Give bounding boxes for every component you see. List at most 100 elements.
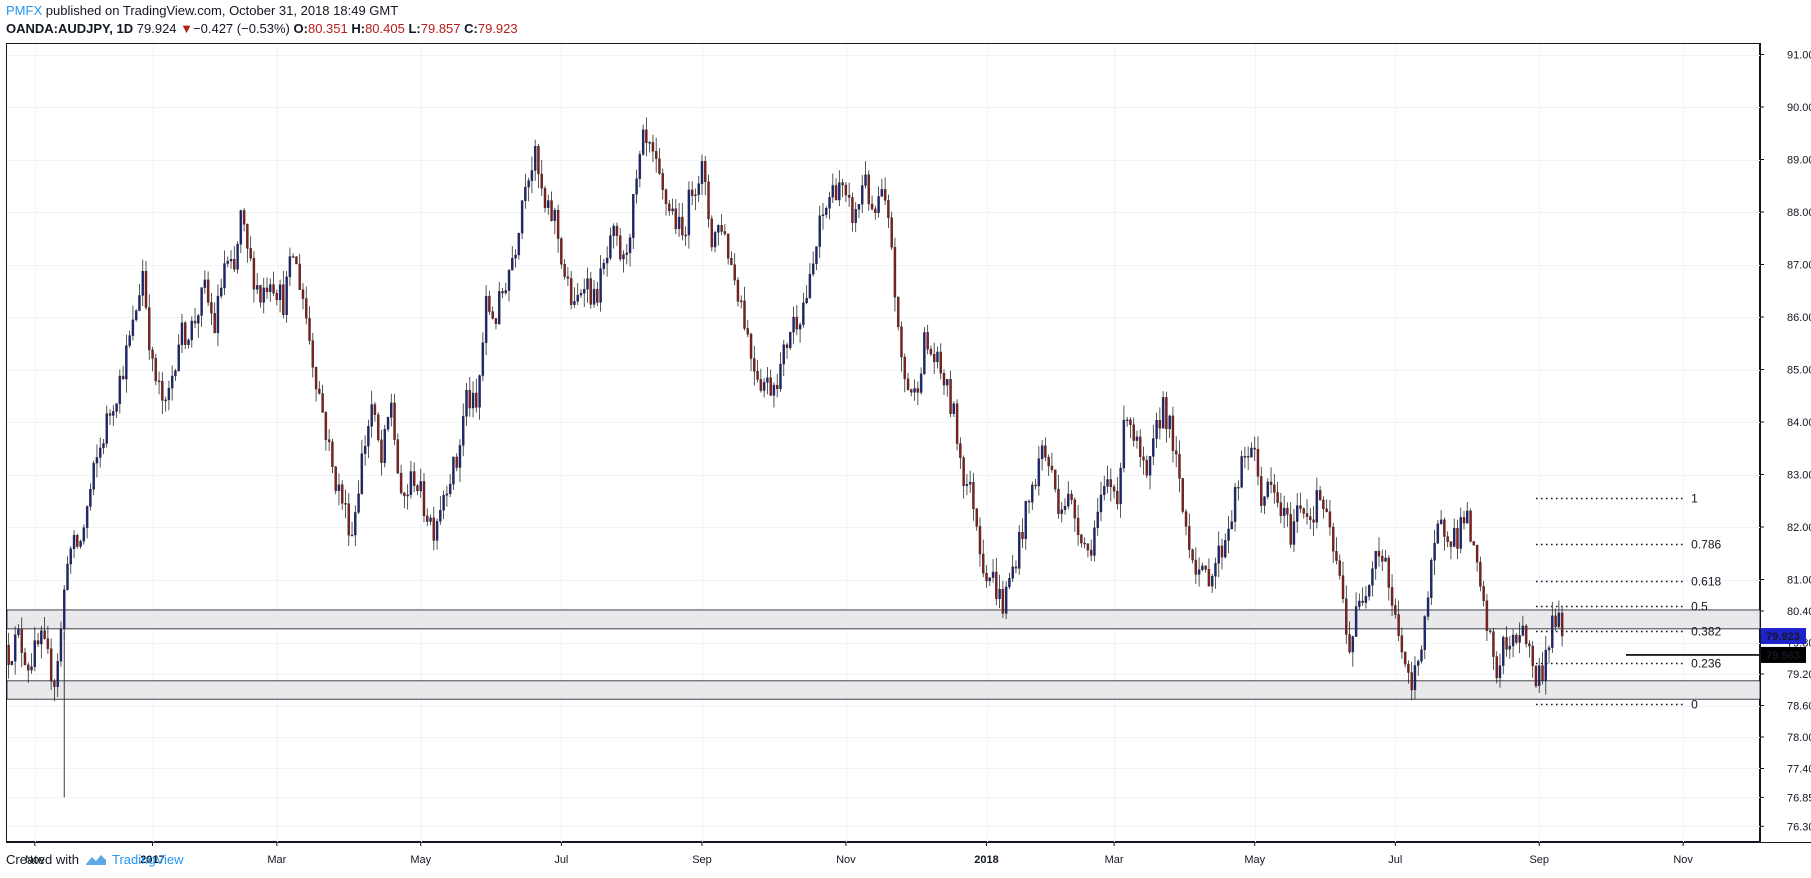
candle-body xyxy=(43,630,46,639)
candle-body xyxy=(985,573,988,582)
candle-body xyxy=(1452,528,1456,547)
last-price: 79.924 xyxy=(136,21,177,36)
candle-body xyxy=(1426,597,1430,617)
candle-body xyxy=(125,345,128,380)
candle-body xyxy=(671,208,674,212)
candle-body xyxy=(704,161,707,182)
candle-body xyxy=(1377,550,1381,557)
time-tick-label: May xyxy=(410,854,431,866)
candle-body xyxy=(1394,605,1397,615)
candle-body xyxy=(785,344,789,348)
price-tick-label: 77.400 xyxy=(1787,764,1811,776)
candle-body xyxy=(1089,549,1093,556)
candle-body xyxy=(1266,481,1270,497)
line-price-tag-bg xyxy=(1761,646,1806,663)
candle-body xyxy=(798,324,802,330)
candle-body xyxy=(720,225,723,232)
candle-body xyxy=(1502,637,1505,666)
fib-level-label: 0.618 xyxy=(1691,575,1721,589)
candle-body xyxy=(301,289,305,299)
candle-body xyxy=(1230,521,1234,530)
candle-body xyxy=(1116,490,1119,505)
price-axis[interactable]: 91.000 90.000 89.000 88.000 87.000 86.000 85.0… xyxy=(1760,50,1811,834)
candle-body xyxy=(834,185,838,201)
fibonacci-retracement[interactable]: 1 0.786 0.618 0.5 0.382 0.236 0 xyxy=(1535,492,1722,712)
candle-body xyxy=(805,297,808,304)
candle-body xyxy=(998,589,1001,599)
candle-body xyxy=(589,278,593,305)
candle-body xyxy=(1390,587,1394,606)
candle-body xyxy=(511,257,514,271)
candle-body xyxy=(311,340,315,368)
candle-body xyxy=(249,248,252,259)
candle-body xyxy=(216,295,220,334)
candlesticks xyxy=(7,117,1564,798)
candle-body xyxy=(861,185,864,205)
candle-body xyxy=(710,218,714,248)
candle-body xyxy=(1518,635,1521,643)
candle-body xyxy=(831,185,835,198)
time-axis[interactable]: Nov 2017 Mar May Jul Sep Nov 2018 Mar May Jul Sep No… xyxy=(25,842,1693,866)
candle-body xyxy=(661,173,664,190)
candle-body xyxy=(105,413,108,444)
candle-body xyxy=(1057,488,1060,514)
candle-body xyxy=(1073,499,1077,519)
candle-body xyxy=(903,356,906,380)
candle-body xyxy=(1407,663,1410,673)
candle-body xyxy=(1099,494,1103,513)
price-tick-label: 87.000 xyxy=(1787,260,1811,272)
candle-body xyxy=(1433,542,1436,561)
candle-body xyxy=(13,634,17,662)
candle-body xyxy=(376,414,380,441)
candle-body xyxy=(341,484,344,504)
candle-body xyxy=(517,232,521,256)
candle-body xyxy=(213,313,216,334)
low-label: L: xyxy=(408,21,421,36)
candle-body xyxy=(645,129,648,144)
candle-body xyxy=(524,186,527,201)
candle-body xyxy=(638,154,642,179)
candle-body xyxy=(501,291,504,294)
candle-body xyxy=(1547,647,1551,651)
candle-body xyxy=(775,384,779,390)
tradingview-link[interactable]: TradingView xyxy=(85,852,184,867)
candle-body xyxy=(383,429,386,463)
candle-body xyxy=(900,326,903,358)
candle-body xyxy=(350,534,354,537)
candle-body xyxy=(1361,600,1364,603)
candle-body xyxy=(1305,513,1309,517)
candle-body xyxy=(108,413,112,416)
candle-body xyxy=(988,577,992,582)
candle-body xyxy=(1233,487,1237,522)
candle-body xyxy=(1443,519,1446,537)
candle-body xyxy=(432,517,436,541)
candle-body xyxy=(844,184,848,196)
candle-body xyxy=(363,445,367,454)
candle-body xyxy=(547,200,550,208)
candle-body xyxy=(1080,534,1083,544)
candle-body xyxy=(540,173,543,189)
candle-body xyxy=(265,287,269,293)
candle-body xyxy=(118,375,122,404)
fib-level-label: 0.382 xyxy=(1691,625,1721,639)
candle-body xyxy=(1210,576,1214,587)
candle-body xyxy=(893,247,897,298)
candle-body xyxy=(975,508,978,527)
candle-body xyxy=(658,158,661,174)
candle-body xyxy=(615,225,619,236)
candle-body xyxy=(76,535,79,547)
fib-level-label: 0.5 xyxy=(1691,600,1708,614)
candle-body xyxy=(740,300,743,303)
candle-body xyxy=(1093,527,1096,556)
candle-body xyxy=(462,415,465,446)
candle-body xyxy=(220,287,223,297)
open-value: 80.351 xyxy=(307,21,348,36)
candle-body xyxy=(543,188,547,208)
candle-body xyxy=(952,403,956,414)
candle-body xyxy=(1109,479,1113,488)
candle-body xyxy=(63,589,66,630)
author-name[interactable]: PMFX xyxy=(6,3,43,18)
candle-body xyxy=(314,367,318,390)
candle-body xyxy=(802,302,805,325)
